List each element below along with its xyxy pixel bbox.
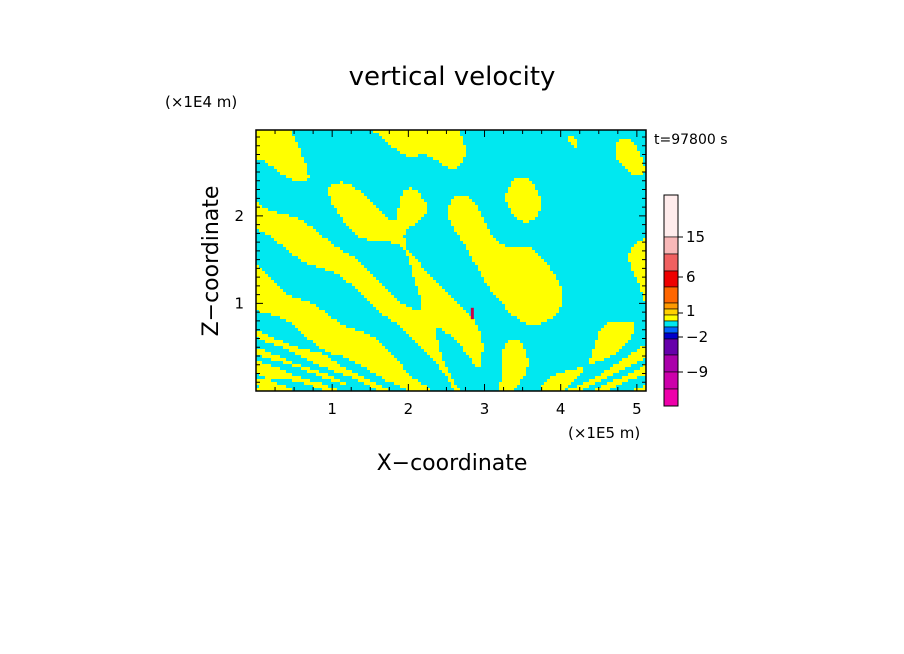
frame-ticks [256, 130, 646, 391]
velocity-field [256, 130, 646, 391]
colorbar-level [663, 253, 679, 272]
colorbar-tick-label: −9 [686, 363, 708, 381]
y-axis-label: Z−coordinate [199, 186, 224, 337]
colorbar-level [663, 371, 679, 390]
x-tick-label: 1 [327, 400, 337, 418]
y-tick-label: 2 [234, 207, 244, 225]
colorbar-tick-label: 6 [686, 268, 696, 286]
colorbar-tick-label: −2 [686, 328, 708, 346]
colorbar-frame [663, 194, 679, 407]
positive-velocity-region [256, 130, 646, 391]
colorbar: 15 6 1 −2 −9 [663, 194, 708, 407]
x-ticks: 1 2 3 4 5 [327, 400, 641, 418]
colorbar-level [663, 302, 679, 310]
x-tick-label: 3 [480, 400, 490, 418]
colorbar-level [663, 332, 679, 340]
colorbar-tick-label: 1 [686, 302, 696, 320]
x-axis-label: X−coordinate [377, 451, 528, 476]
y-ticks: 12 [234, 207, 244, 313]
colorbar-level [663, 320, 679, 328]
plot-frame [255, 129, 647, 392]
peak-marker [470, 307, 474, 320]
x-tick-label: 2 [404, 400, 414, 418]
colorbar-level [663, 270, 679, 288]
colorbar-level [663, 286, 679, 304]
colorbar-level [663, 326, 679, 334]
colorbar-level [663, 236, 679, 255]
x-tick-label: 5 [632, 400, 642, 418]
colorbar-tick-label: 15 [686, 228, 705, 246]
time-label: t=97800 s [654, 132, 728, 148]
chart-title: vertical velocity [349, 62, 556, 92]
x-axis-unit: (×1E5 m) [568, 424, 640, 442]
colorbar-level [663, 194, 679, 238]
colorbar-level [663, 388, 679, 407]
colorbar-level [663, 314, 679, 322]
x-tick-label: 4 [556, 400, 566, 418]
colorbar-level [663, 308, 679, 316]
colorbar-level [663, 354, 679, 373]
y-tick-label: 1 [234, 294, 244, 312]
colorbar-level [663, 338, 679, 356]
tick-marks [256, 130, 646, 391]
y-axis-unit: (×1E4 m) [165, 93, 237, 111]
